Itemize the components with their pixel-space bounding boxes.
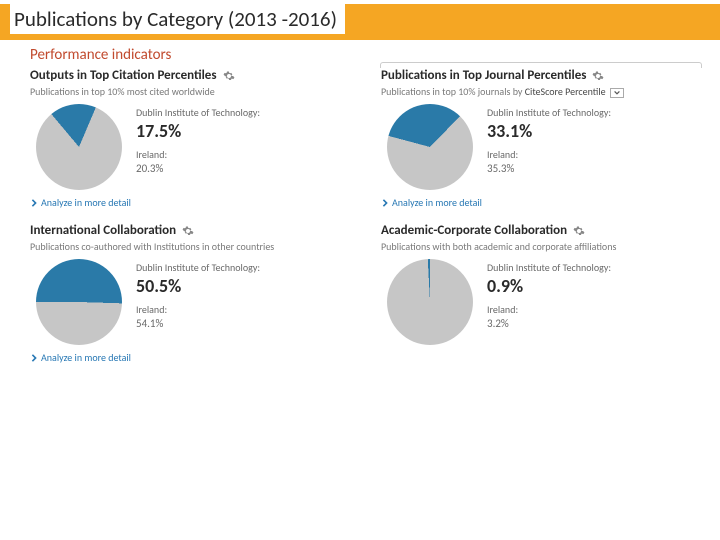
- gear-icon[interactable]: [223, 70, 235, 82]
- pie-chart: [387, 259, 473, 345]
- card-top-citation: Outputs in Top Citation Percentiles Publ…: [30, 68, 351, 217]
- pie-chart: [387, 104, 473, 190]
- institution-label: Dublin Institute of Technology:: [136, 106, 260, 119]
- card-international-collab: International Collaboration Publications…: [30, 223, 351, 372]
- row-top: Outputs in Top Citation Percentiles Publ…: [30, 68, 702, 217]
- pie-chart: [36, 104, 122, 190]
- title-bar: Publications by Category (2013 -2016): [0, 0, 720, 40]
- row-bottom: International Collaboration Publications…: [30, 223, 702, 372]
- context-label: Ireland:: [487, 303, 611, 316]
- context-label: Ireland:: [487, 148, 611, 161]
- page-title: Publications by Category (2013 -2016): [10, 4, 345, 34]
- card-top-journal: Publications in Top Journal Percentiles …: [381, 68, 702, 217]
- institution-value: 0.9%: [487, 275, 611, 297]
- card-subtitle: Publications in top 10% journals by Cite…: [381, 85, 702, 98]
- context-label: Ireland:: [136, 148, 260, 161]
- dashboard: Performance indicators Outputs in Top Ci…: [0, 40, 720, 372]
- context-value: 54.1%: [136, 317, 260, 330]
- percentile-dropdown[interactable]: [610, 88, 624, 98]
- context-value: 3.2%: [487, 317, 611, 330]
- context-value: 35.3%: [487, 162, 611, 175]
- analyze-label: Analyze in more detail: [41, 351, 131, 364]
- analyze-label: Analyze in more detail: [392, 196, 482, 209]
- pie-chart: [36, 259, 122, 345]
- card-title: International Collaboration: [30, 223, 176, 238]
- tab-edge-decoration: [380, 62, 702, 68]
- card-academic-corporate: Academic-Corporate Collaboration Publica…: [381, 223, 702, 372]
- card-subtitle: Publications with both academic and corp…: [381, 240, 702, 253]
- brand-name: CiteScore Percentile: [525, 85, 606, 98]
- gear-icon[interactable]: [573, 225, 585, 237]
- card-title: Publications in Top Journal Percentiles: [381, 68, 586, 83]
- context-label: Ireland:: [136, 303, 260, 316]
- analyze-link[interactable]: Analyze in more detail: [30, 351, 131, 364]
- analyze-link[interactable]: Analyze in more detail: [381, 196, 482, 209]
- institution-value: 17.5%: [136, 120, 260, 142]
- card-title: Academic-Corporate Collaboration: [381, 223, 567, 238]
- institution-label: Dublin Institute of Technology:: [136, 261, 260, 274]
- gear-icon[interactable]: [592, 70, 604, 82]
- analyze-label: Analyze in more detail: [41, 196, 131, 209]
- subtitle-prefix: Publications in top 10% journals by: [381, 85, 525, 98]
- institution-label: Dublin Institute of Technology:: [487, 261, 611, 274]
- card-subtitle: Publications co-authored with Institutio…: [30, 240, 351, 253]
- card-title: Outputs in Top Citation Percentiles: [30, 68, 217, 83]
- context-value: 20.3%: [136, 162, 260, 175]
- institution-value: 33.1%: [487, 120, 611, 142]
- institution-label: Dublin Institute of Technology:: [487, 106, 611, 119]
- analyze-link[interactable]: Analyze in more detail: [30, 196, 131, 209]
- card-subtitle: Publications in top 10% most cited world…: [30, 85, 351, 98]
- institution-value: 50.5%: [136, 275, 260, 297]
- gear-icon[interactable]: [182, 225, 194, 237]
